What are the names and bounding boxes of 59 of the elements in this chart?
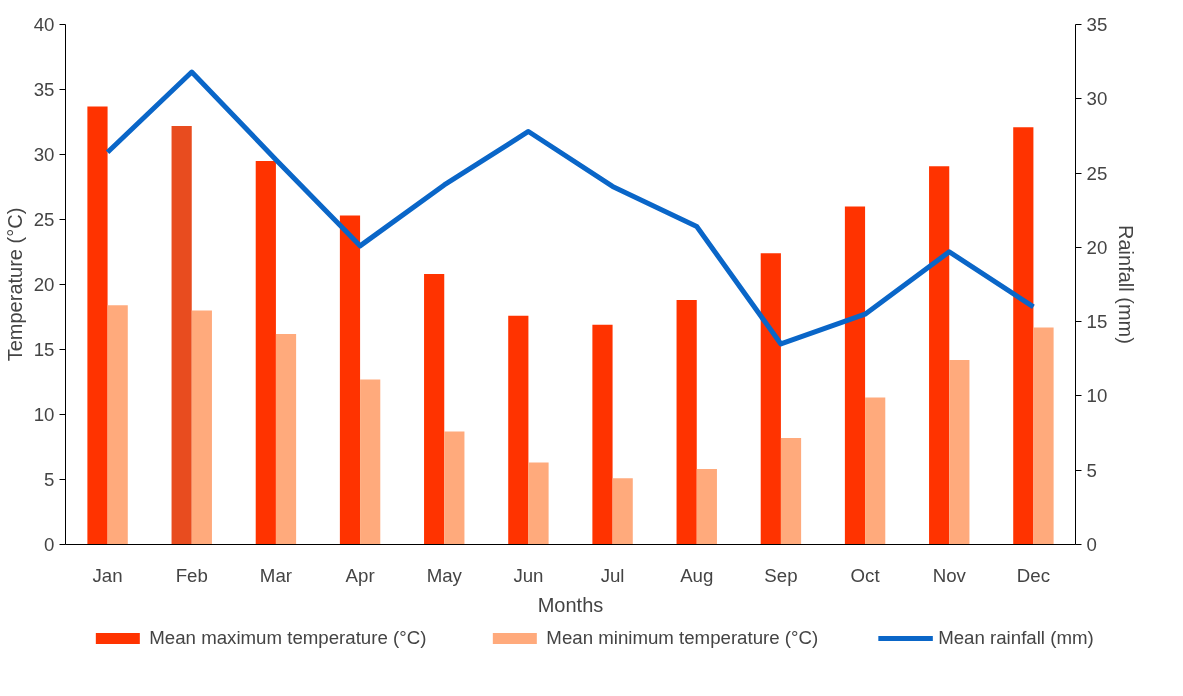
bar — [865, 397, 886, 545]
y-tick-label: 0 — [44, 534, 55, 555]
legend-label: Mean minimum temperature (°C) — [546, 627, 819, 649]
bar — [1013, 127, 1034, 545]
x-tick-label: Mar — [259, 564, 292, 586]
bar — [424, 274, 445, 545]
y2-axis-title: Rainfall (mm) — [1115, 225, 1138, 344]
x-tick-label: Jan — [92, 564, 123, 586]
bar — [360, 379, 381, 545]
bar — [508, 315, 529, 545]
y-tick-label: 20 — [33, 274, 55, 295]
bar — [528, 462, 549, 545]
bar — [844, 206, 866, 545]
bar — [592, 324, 613, 545]
bar — [949, 359, 970, 545]
bar — [780, 437, 802, 545]
y2-tick-label: 35 — [1086, 14, 1108, 35]
bar — [696, 469, 717, 545]
y2-tick-label: 0 — [1086, 534, 1097, 555]
x-tick-label: Nov — [932, 564, 967, 586]
legend-label: Mean maximum temperature (°C) — [149, 627, 427, 649]
x-tick-label: Jul — [600, 564, 625, 586]
y2-tick-label: 10 — [1086, 385, 1108, 407]
x-tick-label: Jun — [513, 564, 544, 586]
y2-tick-label: 30 — [1086, 88, 1108, 110]
y-tick-label: 35 — [33, 79, 55, 100]
y-tick-label: 25 — [33, 209, 55, 230]
y-tick-label: 5 — [44, 469, 55, 490]
bar — [191, 310, 212, 545]
x-tick-label: Apr — [345, 564, 375, 586]
x-tick-label: Oct — [850, 564, 881, 586]
bar — [929, 166, 950, 545]
bar — [275, 333, 297, 545]
bar — [612, 478, 633, 545]
bar — [171, 125, 192, 545]
y-tick-label: 40 — [33, 14, 55, 35]
y-tick-label: 15 — [33, 339, 55, 360]
y-axis-title: Temperature (°C) — [3, 207, 26, 362]
x-tick-label: May — [426, 564, 463, 586]
bar — [1033, 327, 1054, 545]
bar — [255, 161, 276, 545]
bar — [107, 305, 128, 545]
bar — [87, 106, 108, 545]
y2-tick-label: 5 — [1086, 459, 1097, 481]
y2-tick-label: 25 — [1086, 162, 1108, 184]
legend-label: Mean rainfall (mm) — [938, 627, 1094, 649]
x-tick-label: Sep — [764, 564, 798, 586]
x-tick-label: Aug — [680, 564, 714, 586]
y2-tick-label: 20 — [1086, 236, 1108, 258]
bar — [760, 253, 781, 545]
y-tick-label: 30 — [33, 144, 55, 165]
x-tick-label: Dec — [1016, 564, 1051, 586]
x-tick-label: Feb — [175, 564, 208, 586]
bar — [339, 215, 361, 545]
y-tick-label: 10 — [33, 404, 55, 425]
bar — [676, 300, 697, 545]
bar — [444, 431, 465, 545]
y2-tick-label: 15 — [1086, 311, 1108, 333]
x-axis-title: Months — [537, 593, 604, 616]
